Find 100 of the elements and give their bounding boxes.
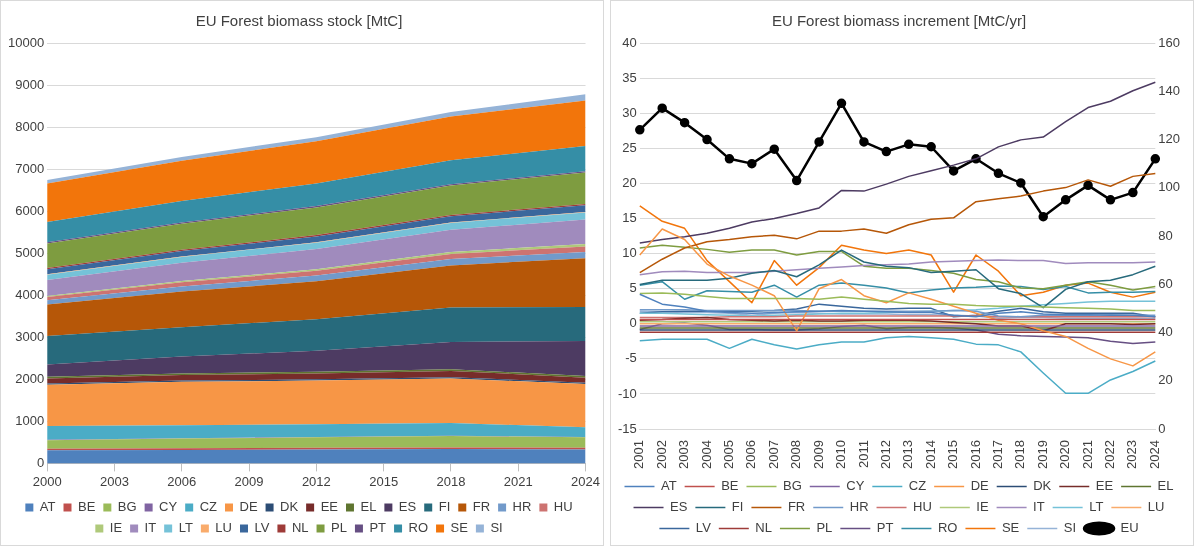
x-tick-label: 2012 (301, 473, 331, 489)
legend-label: DK (280, 499, 299, 515)
x-tick-label: 2007 (765, 440, 781, 469)
y2-tick-label: 60 (1158, 275, 1173, 291)
y2-tick-label: 120 (1158, 131, 1181, 147)
y-tick-label: 10000 (7, 34, 45, 50)
x-tick-label: 2016 (967, 440, 983, 469)
legend-label: DE (239, 499, 258, 515)
legend-label: HR (512, 499, 532, 515)
legend-label: CY (846, 478, 865, 494)
legend-label: FR (787, 499, 806, 515)
legend-label: EE (1095, 478, 1114, 494)
x-tick-label: 2022 (1102, 440, 1118, 469)
legend-label: BG (782, 478, 802, 494)
legend-label: CZ (199, 499, 218, 515)
legend-label: LU (215, 520, 232, 536)
x-tick-label: 2009 (234, 473, 264, 489)
legend-label: FI (438, 499, 451, 515)
x-tick-label: 2012 (877, 440, 893, 469)
y-tick-label: 5000 (15, 244, 45, 260)
y-tick-label: 4000 (15, 286, 45, 302)
legend-label: PT (369, 520, 387, 536)
x-tick-label: 2004 (698, 440, 714, 469)
y-tick-label: 30 (622, 104, 637, 120)
y-tick-label: 1000 (15, 412, 45, 428)
x-tick-label: 2019 (1034, 440, 1050, 469)
y-tick-label: 5 (629, 280, 637, 296)
legend-label: FI (731, 499, 744, 515)
legend-label: CY (159, 499, 178, 515)
legend-label: IT (144, 520, 157, 536)
legend-label: EL (360, 499, 377, 515)
x-tick-label: 2014 (922, 440, 938, 469)
x-tick-label: 2006 (743, 440, 759, 469)
legend-label: AT (660, 478, 677, 494)
chart-title: EU Forest biomass increment [MtC/yr] (771, 12, 1027, 30)
legend-label: SI (1063, 520, 1077, 536)
legend-label: EE (320, 499, 339, 515)
x-tick-label: 2003 (676, 440, 692, 469)
y-tick-label: 40 (622, 34, 637, 50)
y2-tick-label: 20 (1158, 372, 1173, 388)
x-tick-label: 2008 (788, 440, 804, 469)
x-tick-label: 2001 (631, 440, 647, 469)
x-tick-label: 2020 (1057, 440, 1073, 469)
legend-label: EU (1120, 520, 1139, 536)
legend-label: BG (117, 499, 137, 515)
x-tick-label: 2005 (721, 440, 737, 469)
x-tick-label: 2003 (99, 473, 129, 489)
x-tick-label: 2010 (833, 440, 849, 469)
legend-label: PT (876, 520, 894, 536)
x-tick-label: 2006 (167, 473, 197, 489)
legend-label: PL (816, 520, 833, 536)
legend-label: RO (937, 520, 958, 536)
legend-label: IE (976, 499, 989, 515)
y2-tick-label: 160 (1158, 34, 1181, 50)
y-tick-label: -5 (625, 350, 637, 366)
chart-title: EU Forest biomass stock [MtC] (195, 12, 403, 30)
legend-label: LU (1147, 499, 1165, 515)
legend-label: DE (970, 478, 990, 494)
y-tick-label: -10 (617, 385, 637, 401)
x-tick-label: 2015 (369, 473, 399, 489)
x-tick-label: 2023 (1124, 440, 1140, 469)
y-tick-label: 7000 (15, 160, 45, 176)
y2-tick-label: 100 (1158, 179, 1181, 195)
legend-label: HR (849, 499, 869, 515)
legend-label: FR (472, 499, 491, 515)
x-tick-label: 2017 (989, 440, 1005, 469)
legend-label: PL (331, 520, 347, 536)
y2-tick-label: 0 (1158, 420, 1166, 436)
y2-tick-label: 80 (1158, 227, 1173, 243)
x-tick-label: 2015 (945, 440, 961, 469)
legend-label: SE (450, 520, 469, 536)
legend-label: NL (291, 520, 309, 536)
y-tick-label: 6000 (15, 202, 45, 218)
x-tick-label: 2000 (32, 473, 62, 489)
x-tick-label: 2009 (810, 440, 826, 469)
y-tick-label: -15 (617, 420, 637, 436)
legend-label: BE (721, 478, 739, 494)
y-tick-label: 3000 (15, 328, 45, 344)
legend-label: AT (39, 499, 56, 515)
y-tick-label: 0 (36, 454, 45, 470)
y-tick-label: 15 (622, 210, 637, 226)
y-tick-label: 0 (629, 315, 637, 331)
y-tick-label: 2000 (15, 370, 45, 386)
legend-label: LT (178, 520, 193, 536)
x-tick-label: 2024 (571, 473, 600, 489)
x-tick-label: 2011 (855, 440, 871, 469)
legend-label: BE (78, 499, 96, 515)
legend-label: SE (1001, 520, 1020, 536)
x-tick-label: 2018 (1012, 440, 1028, 469)
x-tick-label: 2021 (503, 473, 533, 489)
y-tick-label: 10 (622, 245, 637, 261)
legend-label: IE (109, 520, 123, 536)
y-tick-label: 8000 (15, 118, 45, 134)
y2-tick-label: 140 (1158, 82, 1181, 98)
x-tick-label: 2024 (1146, 440, 1162, 469)
legend-label: LV (254, 520, 270, 536)
x-tick-label: 2021 (1079, 440, 1095, 469)
legend-label: HU (913, 499, 932, 515)
legend-label: ES (670, 499, 688, 515)
legend-label: NL (755, 520, 772, 536)
